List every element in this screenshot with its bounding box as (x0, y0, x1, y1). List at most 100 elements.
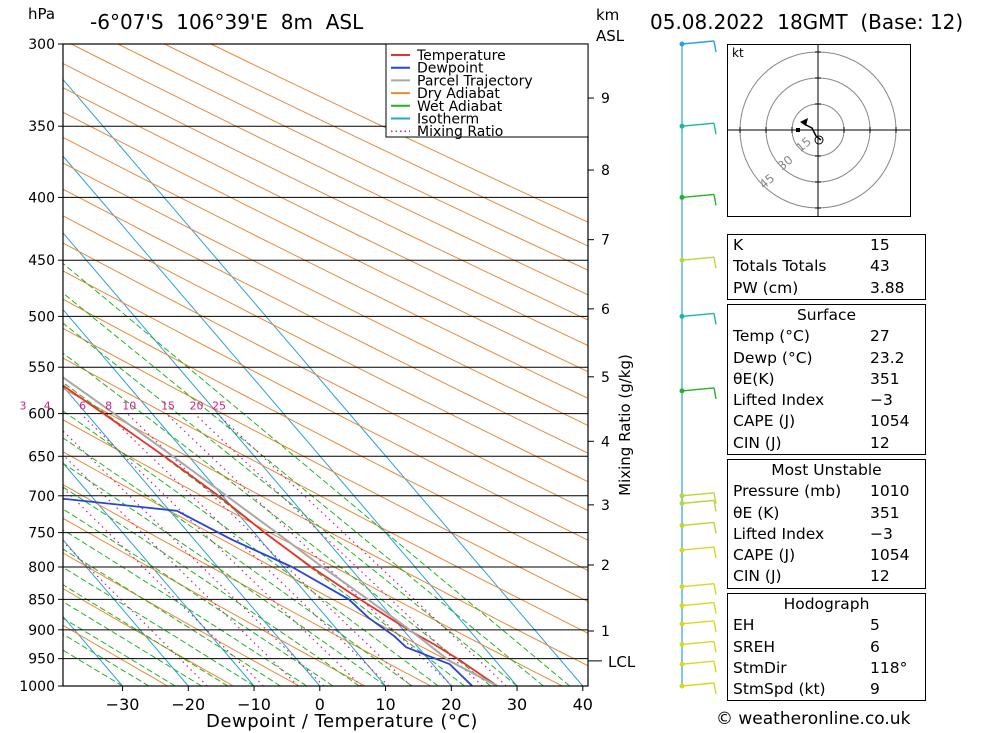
row-value: 15 (870, 236, 890, 254)
mixing-ratio-label: 8 (105, 400, 112, 413)
pressure-tick-label: 300 (28, 37, 55, 53)
hodograph-storm-motion (814, 135, 824, 145)
wind-barb-shaft (681, 499, 715, 505)
row-value: −3 (870, 524, 893, 543)
wind-barb (679, 640, 717, 653)
wind-barb-shaft (681, 640, 715, 646)
hodograph-table: Hodograph EH 5 SREH 6 StmDir 118° StmSpd (kt) 9 (727, 593, 926, 702)
temp-tick-label: 10 (375, 695, 395, 714)
wind-barb-shaft (681, 521, 715, 527)
table-title: Hodograph (783, 595, 870, 613)
wind-barb (679, 40, 717, 53)
wind-barb-shaft (681, 387, 715, 392)
dry-adiabat-line (63, 270, 588, 541)
row-value: 23.2 (870, 348, 905, 367)
temp-tick-label: 40 (573, 695, 593, 714)
mixing-ratio-line (106, 413, 390, 686)
header-datetime: 05.08.2022 18GMT (Base: 12) (650, 10, 964, 34)
pressure-tick-label: 1000 (19, 679, 55, 695)
header-asl-label: ASL (596, 27, 625, 45)
height-tick-label: 3 (601, 498, 610, 514)
mixing-ratio-axis-label: Mixing Ratio (g/kg) (616, 354, 634, 496)
wind-barb-flag (713, 602, 717, 614)
pressure-tick-label: 600 (28, 407, 55, 423)
wind-barb (679, 193, 717, 206)
row-label: θE (K) (733, 503, 780, 522)
table-row: Totals Totals 43 (728, 256, 925, 277)
hodograph-unit: kt (732, 46, 744, 60)
pressure-tick-label: 350 (28, 119, 55, 135)
wind-barb-flag (713, 682, 717, 695)
wet-adiabat-line (63, 601, 202, 686)
dry-adiabat-line (63, 517, 366, 686)
wind-barb (679, 492, 717, 504)
height-tick-label: 8 (601, 163, 610, 179)
mixing-ratio-label: 10 (122, 400, 136, 413)
dry-adiabat-line (63, 63, 588, 321)
row-value: 27 (870, 327, 890, 346)
wind-barb-shaft (681, 193, 715, 199)
hodograph-marker (796, 128, 800, 132)
table-row: EH 5 (728, 615, 925, 636)
mixing-ratio-label: 25 (212, 400, 226, 413)
table-row: K 15 (728, 235, 925, 256)
wet-adiabat-line (63, 381, 465, 686)
dry-adiabat-line (63, 552, 300, 686)
legend-box (385, 43, 589, 138)
wind-barb-shaft (681, 582, 715, 588)
table-row: Dewp (°C) 23.2 (728, 348, 925, 369)
trace-parcel-trajectory (63, 376, 498, 686)
wind-barb (679, 387, 717, 400)
row-label: Temp (°C) (733, 327, 810, 346)
wind-barb-flag (713, 40, 717, 53)
dry-adiabat-line (63, 242, 588, 512)
table-row: Lifted Index −3 (728, 524, 925, 545)
mixing-ratio-label: 15 (161, 400, 175, 413)
mixing-ratio-line (165, 413, 453, 686)
row-label: PW (cm) (733, 278, 799, 297)
dry-adiabat-line (164, 44, 588, 247)
row-value: 43 (870, 257, 890, 276)
temp-tick-label: 30 (507, 695, 527, 714)
wet-adiabat-line (63, 410, 439, 686)
pressure-tick-label: 700 (28, 489, 55, 505)
wind-barb-shaft (681, 546, 715, 551)
row-value: 3.88 (870, 278, 905, 297)
wind-barb-flag (713, 546, 717, 559)
row-label: Dewp (°C) (733, 348, 813, 367)
row-label: Totals Totals (733, 257, 827, 276)
row-label: SREH (733, 637, 776, 656)
table-row: θE(K) 351 (728, 369, 925, 390)
row-value: 351 (870, 369, 900, 388)
wind-barb (679, 499, 717, 512)
pressure-tick-label: 400 (28, 190, 55, 206)
row-value: 9 (870, 680, 880, 699)
dry-adiabat-line (117, 44, 588, 271)
hodograph-storm-arrow (800, 118, 808, 126)
wet-adiabat-line (63, 508, 334, 686)
isotherm-line (63, 615, 123, 686)
row-label: Lifted Index (733, 524, 825, 543)
header-km-label: km (596, 6, 620, 24)
wet-adiabat-line (63, 437, 413, 686)
row-value: −3 (870, 391, 893, 410)
table-row: CIN (J) 12 (728, 566, 925, 587)
legend-label: Dry Adiabat (417, 86, 500, 102)
row-label: StmDir (733, 658, 787, 677)
wind-barb-shaft (681, 660, 715, 665)
wind-barb-flag (713, 661, 717, 673)
pressure-tick-label: 750 (28, 526, 55, 542)
temp-tick-label: −10 (237, 695, 271, 714)
legend-label: Parcel Trajectory (417, 73, 533, 89)
wind-barb (679, 660, 717, 673)
wind-barb (679, 312, 717, 325)
wind-barb-dot (679, 123, 685, 129)
isotherm-line (63, 78, 584, 686)
wind-barb-flag (713, 313, 717, 325)
temp-tick-label: −30 (106, 695, 140, 714)
wind-barb-flag (713, 500, 717, 512)
row-label: CIN (J) (733, 567, 782, 586)
table-row: PW (cm) 3.88 (728, 278, 925, 299)
dry-adiabat-line (63, 327, 588, 603)
mixing-ratio-label: 4 (44, 400, 51, 413)
